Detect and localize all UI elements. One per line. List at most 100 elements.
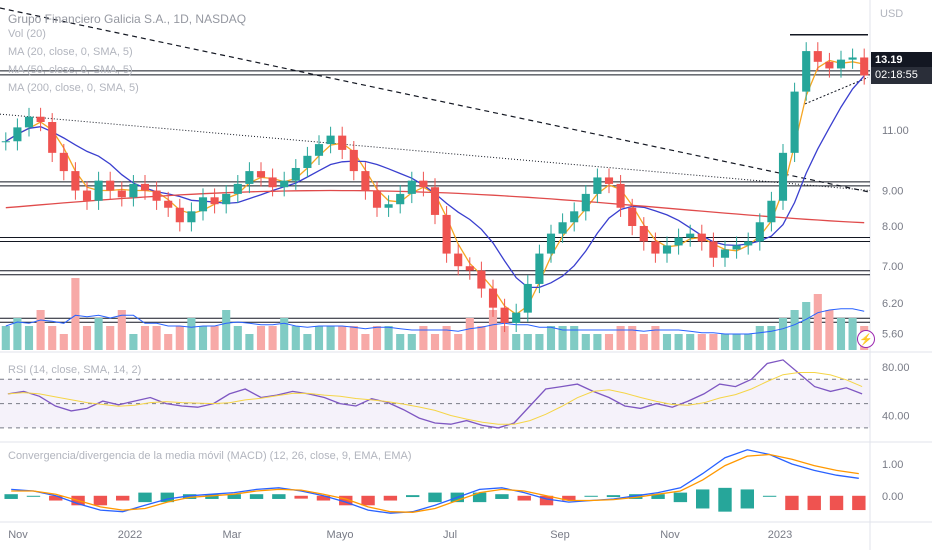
price-tick-label: 11.00 <box>882 125 909 137</box>
candle <box>117 181 126 207</box>
candle-body <box>106 180 115 191</box>
candle <box>651 232 660 263</box>
rsi-tick-label: 80.00 <box>882 362 910 374</box>
candle-body <box>314 144 324 156</box>
volume-bar <box>291 326 300 350</box>
ma50-legend[interactable]: MA (50, close, 0, SMA, 5) <box>8 64 133 76</box>
candle <box>686 224 695 247</box>
candle-body <box>454 253 463 267</box>
price-tick-label: 7.00 <box>882 261 903 273</box>
candle <box>106 171 115 200</box>
candle <box>384 195 393 217</box>
candle <box>152 181 161 210</box>
candle-body <box>535 253 544 284</box>
candle-body <box>419 180 428 188</box>
candle <box>24 107 34 137</box>
candle <box>860 48 869 85</box>
candle <box>570 202 579 232</box>
time-tick-label: 2023 <box>768 529 792 541</box>
price-tick-label: 8.00 <box>882 221 903 233</box>
volume-bar <box>152 326 161 350</box>
triangle-trendline <box>804 77 869 105</box>
volume-bar <box>755 326 764 350</box>
candle <box>674 228 683 255</box>
volume-bar <box>419 326 428 350</box>
macd-legend[interactable]: Convergencia/divergencia de la media móv… <box>8 450 412 462</box>
volume-bar <box>558 326 567 350</box>
volume-legend[interactable]: Vol (20) <box>8 28 46 40</box>
volume-bar <box>686 334 695 350</box>
candle <box>546 224 556 263</box>
drawn-trendlines <box>0 7 871 193</box>
lightning-icon[interactable]: ⚡ <box>857 330 875 348</box>
macd-histogram-bar <box>205 494 219 499</box>
volume-bar <box>175 326 184 350</box>
volume-bar <box>790 310 799 350</box>
candle-body <box>848 57 857 60</box>
candle <box>36 107 45 132</box>
time-tick-label: Nov <box>660 529 680 541</box>
volume-bar <box>280 318 289 350</box>
candle-body <box>187 211 196 223</box>
candle <box>836 50 846 78</box>
volume-bar <box>245 334 254 350</box>
candle-body <box>71 171 80 191</box>
candle-body <box>860 57 869 76</box>
candle <box>790 82 799 163</box>
macd-histogram-bar <box>606 495 621 498</box>
candle <box>82 181 92 210</box>
candle <box>303 146 312 178</box>
macd-histogram-bar <box>316 495 331 501</box>
volume-bar <box>593 334 602 350</box>
volume-bar <box>767 326 776 350</box>
candle-body <box>813 51 822 62</box>
macd-line <box>11 449 859 514</box>
macd-histogram-bar <box>49 495 63 501</box>
candle <box>500 298 509 333</box>
macd-signal-line <box>11 453 859 513</box>
candle <box>697 224 706 251</box>
macd-histogram-bar <box>406 495 420 498</box>
candle-body <box>326 135 335 145</box>
volume-bars <box>1 278 869 350</box>
volume-bar <box>338 326 347 350</box>
macd-histogram-bar <box>629 494 643 499</box>
volume-bar <box>59 334 68 350</box>
candle-body <box>210 197 219 205</box>
rsi-line <box>7 359 863 429</box>
candle <box>48 113 57 163</box>
candle <box>198 188 208 221</box>
candle <box>372 181 382 217</box>
candle-body <box>384 204 393 208</box>
macd-histogram-bar <box>495 494 509 499</box>
volume-bar <box>303 334 312 350</box>
candle-body <box>361 171 370 191</box>
time-tick-label: Sep <box>550 529 570 541</box>
macd-histogram-bar <box>272 494 286 499</box>
candle <box>245 162 254 194</box>
candle-body <box>94 180 103 201</box>
rsi-legend[interactable]: RSI (14, close, SMA, 14, 2) <box>8 364 142 376</box>
volume-bar <box>94 318 103 350</box>
ma20-legend[interactable]: MA (20, close, 0, SMA, 5) <box>8 46 133 58</box>
candle-body <box>1 141 10 143</box>
volume-bar <box>48 326 57 350</box>
volume-bar <box>326 326 335 350</box>
candle <box>430 178 440 225</box>
macd-histogram-bar <box>517 495 531 501</box>
candle-body <box>396 193 405 205</box>
candle-body <box>477 270 486 289</box>
candle-body <box>604 177 614 184</box>
volume-bar <box>233 326 242 350</box>
candle-body <box>280 180 289 188</box>
ma200-legend[interactable]: MA (200, close, 0, SMA, 5) <box>8 82 139 94</box>
candle <box>465 257 474 280</box>
volume-bar <box>314 326 324 350</box>
candle <box>361 162 370 200</box>
candle-body <box>140 183 150 191</box>
candle <box>639 217 648 251</box>
candle <box>175 198 184 232</box>
candle-body <box>674 237 683 246</box>
rsi-ma-line <box>7 372 863 425</box>
